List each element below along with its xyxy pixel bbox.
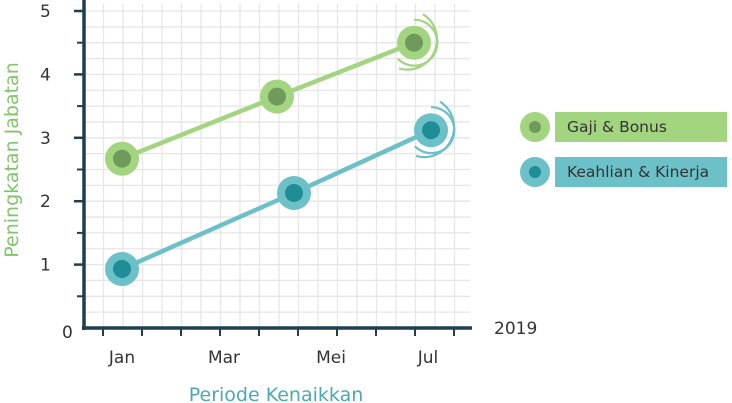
data-point[interactable]	[414, 100, 456, 159]
x-tick-label: Jan	[108, 348, 135, 368]
legend-marker-gaji-icon	[520, 112, 550, 142]
y-tick-label: 5	[40, 2, 51, 22]
legend: Gaji & Bonus Keahlian & Kinerja	[520, 110, 727, 200]
legend-label-gaji: Gaji & Bonus	[555, 112, 727, 142]
year-label: 2019	[494, 319, 537, 339]
data-point[interactable]	[105, 252, 139, 287]
y-tick-label: 4	[40, 65, 51, 85]
data-point[interactable]	[277, 175, 311, 210]
x-axis-label: Periode Kenaikkan	[189, 384, 364, 403]
point-inner	[113, 260, 131, 279]
x-axis-ticks: Jan Mar Mei Jul	[102, 328, 455, 368]
legend-item-keahlian[interactable]: Keahlian & Kinerja	[520, 155, 727, 189]
point-inner	[422, 121, 440, 140]
data-point[interactable]	[105, 141, 139, 176]
y-axis-label: Peningkatan Jabatan	[1, 62, 23, 257]
legend-marker-keahlian-icon	[520, 157, 550, 187]
point-inner	[113, 149, 131, 168]
y-tick-label: 1	[40, 256, 51, 276]
point-inner	[405, 33, 423, 52]
series-layer	[105, 13, 456, 287]
point-inner	[285, 183, 303, 202]
y-tick-label: 2	[40, 192, 51, 212]
point-inner	[268, 87, 286, 106]
legend-label-keahlian: Keahlian & Kinerja	[555, 157, 727, 187]
x-tick-label: Mei	[316, 348, 346, 368]
data-point[interactable]	[397, 13, 439, 71]
y-tick-label: 0	[62, 323, 73, 343]
x-tick-label: Mar	[208, 348, 240, 368]
highlight-ring-outer	[398, 13, 439, 71]
legend-item-gaji[interactable]: Gaji & Bonus	[520, 110, 727, 144]
axes	[82, 0, 472, 330]
y-axis-ticks: 0 1 2 3 4 5	[40, 2, 84, 343]
highlight-ring-outer	[415, 100, 456, 159]
x-tick-label: Jul	[417, 348, 439, 368]
y-tick-label: 3	[40, 129, 51, 149]
data-point[interactable]	[260, 79, 294, 114]
